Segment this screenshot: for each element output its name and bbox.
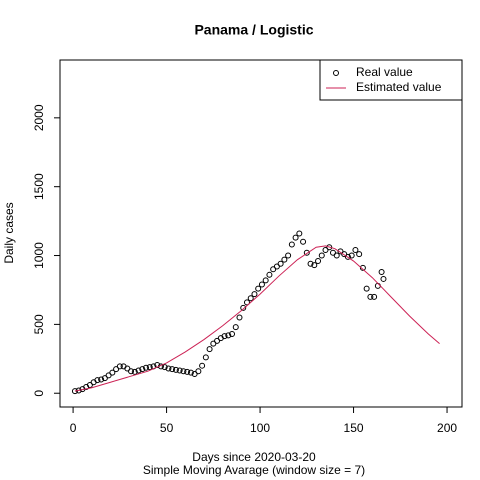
data-point xyxy=(303,249,310,256)
data-point xyxy=(206,346,213,353)
subtitle: Simple Moving Avarage (window size = 7) xyxy=(143,463,365,477)
data-point xyxy=(273,263,280,270)
data-point xyxy=(348,252,355,259)
data-point xyxy=(176,367,183,374)
data-point xyxy=(225,332,232,339)
data-point xyxy=(113,366,120,373)
legend-label: Estimated value xyxy=(356,80,442,94)
data-point xyxy=(109,369,116,376)
data-point xyxy=(139,366,146,373)
data-point xyxy=(329,249,336,256)
y-tick-label: 1000 xyxy=(32,242,46,269)
data-point xyxy=(214,337,221,344)
data-point xyxy=(86,381,93,388)
data-point xyxy=(322,247,329,254)
data-point xyxy=(288,241,295,248)
data-point xyxy=(258,281,265,288)
data-point xyxy=(247,295,254,302)
x-tick-label: 0 xyxy=(70,421,77,435)
legend-marker xyxy=(333,70,339,76)
data-point xyxy=(318,252,325,259)
data-point xyxy=(124,365,131,372)
data-point xyxy=(337,248,344,255)
data-point xyxy=(270,266,277,273)
data-point xyxy=(240,304,247,311)
data-point xyxy=(243,299,250,306)
data-point xyxy=(371,293,378,300)
data-point xyxy=(277,260,284,267)
data-point xyxy=(202,354,209,361)
y-axis-label: Daily cases xyxy=(2,202,16,263)
data-point xyxy=(359,264,366,271)
x-tick-label: 200 xyxy=(437,421,457,435)
data-point xyxy=(380,275,387,282)
data-point xyxy=(266,271,273,278)
data-point xyxy=(71,388,78,395)
y-tick-label: 2000 xyxy=(32,104,46,131)
data-point xyxy=(292,234,299,241)
x-axis-label: Days since 2020-03-20 xyxy=(192,450,316,464)
x-tick-label: 100 xyxy=(250,421,270,435)
data-point xyxy=(367,293,374,300)
data-point xyxy=(311,262,318,269)
data-point xyxy=(187,369,194,376)
data-point xyxy=(315,258,322,265)
y-tick-label: 0 xyxy=(32,390,46,397)
data-point xyxy=(363,285,370,292)
plot-box xyxy=(59,59,463,408)
x-tick-label: 50 xyxy=(160,421,174,435)
chart-title: Panama / Logistic xyxy=(194,22,313,38)
data-point xyxy=(105,372,112,379)
data-point xyxy=(236,314,243,321)
data-point xyxy=(191,370,198,377)
data-point xyxy=(262,277,269,284)
data-point xyxy=(165,365,172,372)
data-point xyxy=(184,368,191,375)
data-point xyxy=(296,230,303,237)
data-point xyxy=(255,285,262,292)
data-point xyxy=(229,331,236,338)
data-point xyxy=(352,247,359,254)
data-point xyxy=(199,362,206,369)
legend-box xyxy=(319,59,463,101)
data-point xyxy=(131,368,138,375)
data-point xyxy=(98,376,105,383)
data-point xyxy=(221,333,228,340)
data-point xyxy=(307,260,314,267)
data-point xyxy=(161,364,168,371)
data-point xyxy=(300,238,307,245)
x-tick-label: 150 xyxy=(344,421,364,435)
data-point xyxy=(251,291,258,298)
data-line xyxy=(74,245,440,392)
data-point xyxy=(285,252,292,259)
data-point xyxy=(232,324,239,331)
data-point xyxy=(356,251,363,258)
data-point xyxy=(146,364,153,371)
data-point xyxy=(116,363,123,370)
data-point xyxy=(101,375,108,382)
data-point xyxy=(169,366,176,373)
data-point xyxy=(378,269,385,276)
data-point xyxy=(341,251,348,258)
data-point xyxy=(344,253,351,260)
data-point xyxy=(128,368,135,375)
data-point xyxy=(333,252,340,259)
data-point xyxy=(94,377,101,384)
y-tick-label: 500 xyxy=(32,314,46,334)
data-point xyxy=(180,368,187,375)
y-tick-label: 1500 xyxy=(32,173,46,200)
data-point xyxy=(135,367,142,374)
data-point xyxy=(143,364,150,371)
data-point xyxy=(210,340,217,347)
data-point xyxy=(281,256,288,263)
legend-label: Real value xyxy=(356,65,413,79)
data-point xyxy=(195,368,202,375)
data-point xyxy=(172,366,179,373)
